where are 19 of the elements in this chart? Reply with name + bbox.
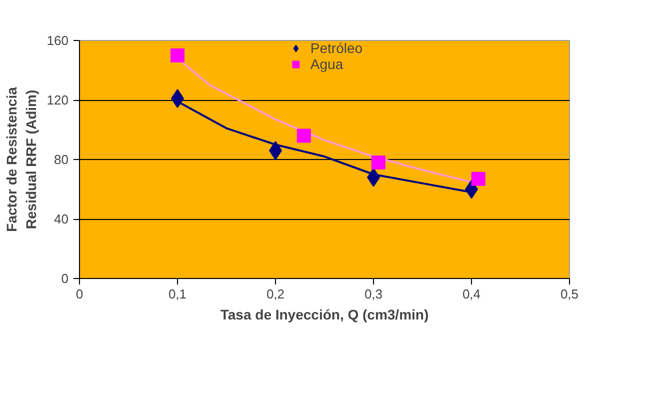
point <box>471 172 486 186</box>
point <box>371 155 386 170</box>
x-tick-label: 0,1 <box>168 286 187 302</box>
x-tick-label: 0 <box>76 286 84 302</box>
point <box>170 48 184 62</box>
legend-label: Petróleo <box>310 40 363 56</box>
x-axis-title: Tasa de Inyección, Q (cm3/min) <box>220 306 429 322</box>
x-tick-label: 0,3 <box>364 286 383 302</box>
y-tick-label: 120 <box>46 92 69 108</box>
y-tick-label: 160 <box>46 33 69 48</box>
x-tick-label: 0,2 <box>266 286 285 302</box>
y-tick-label: 40 <box>54 212 69 226</box>
x-tick-label: 0,4 <box>462 286 481 302</box>
y-tick-label: 0 <box>61 271 69 286</box>
point <box>296 128 311 143</box>
y-axis-title: Factor de Resistencia Residual RRF (Adim) <box>4 86 39 232</box>
y-tick-label: 80 <box>54 152 69 167</box>
x-tick-label: 0,5 <box>560 286 579 302</box>
legend-label: Agua <box>310 56 344 72</box>
